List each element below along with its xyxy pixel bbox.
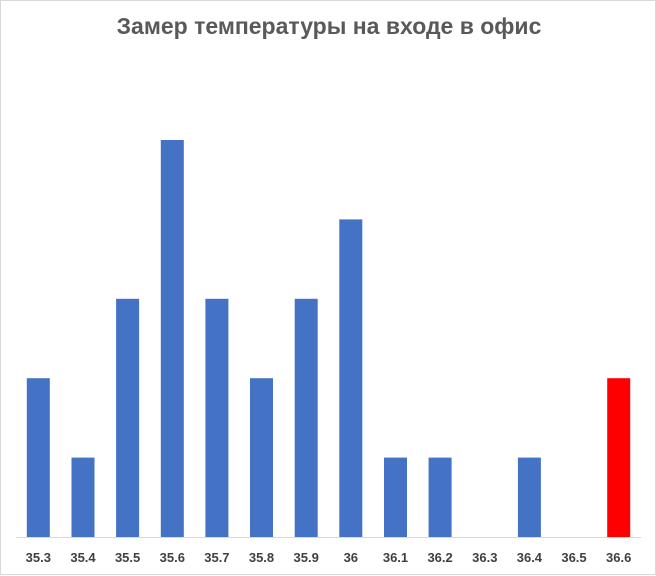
bar-36.6 [607, 378, 631, 537]
bar-36.4 [517, 457, 541, 537]
x-tick-label-35.8: 35.8 [249, 550, 274, 565]
bar-35.6 [160, 140, 184, 537]
bar-36.1 [384, 457, 407, 537]
bar-36.2 [428, 457, 452, 537]
bar-35.4 [71, 457, 95, 537]
x-tick-label-35.3: 35.3 [26, 550, 51, 565]
x-tick-label-35.9: 35.9 [294, 550, 319, 565]
x-tick-label-36.1: 36.1 [383, 550, 408, 565]
bar-35.9 [294, 298, 318, 537]
x-tick-label-35.5: 35.5 [115, 550, 140, 565]
bars-group [26, 140, 631, 537]
bar-35.7 [205, 298, 229, 537]
bar-35.3 [26, 378, 50, 537]
x-tick-label-36.3: 36.3 [472, 550, 497, 565]
x-tick-label-35.4: 35.4 [70, 550, 96, 565]
bar-36 [339, 219, 363, 537]
chart-title: Замер температуры на входе в офис [116, 13, 542, 39]
x-tick-label-35.6: 35.6 [160, 550, 185, 565]
x-tick-label-35.7: 35.7 [204, 550, 229, 565]
x-tick-label-36.2: 36.2 [427, 550, 452, 565]
x-tick-label-36.4: 36.4 [517, 550, 543, 565]
x-tick-labels: 35.3 35.4 35.5 35.6 35.7 35.8 35.9 36 36.1 36.2 36… [26, 550, 632, 565]
x-tick-label-36.5: 36.5 [561, 550, 586, 565]
bar-35.8 [250, 378, 273, 537]
bar-35.5 [116, 298, 140, 537]
x-tick-label-36.6: 36.6 [606, 550, 631, 565]
x-tick-label-36: 36 [344, 550, 358, 565]
